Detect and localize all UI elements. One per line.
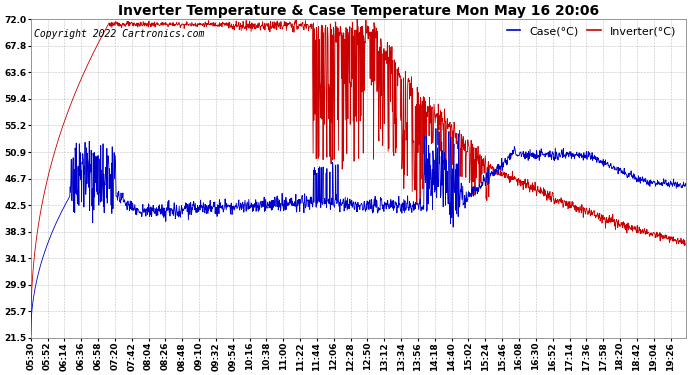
Legend: Case(°C), Inverter(°C): Case(°C), Inverter(°C) [502, 22, 680, 40]
Title: Inverter Temperature & Case Temperature Mon May 16 20:06: Inverter Temperature & Case Temperature … [118, 4, 599, 18]
Text: Copyright 2022 Cartronics.com: Copyright 2022 Cartronics.com [34, 29, 204, 39]
